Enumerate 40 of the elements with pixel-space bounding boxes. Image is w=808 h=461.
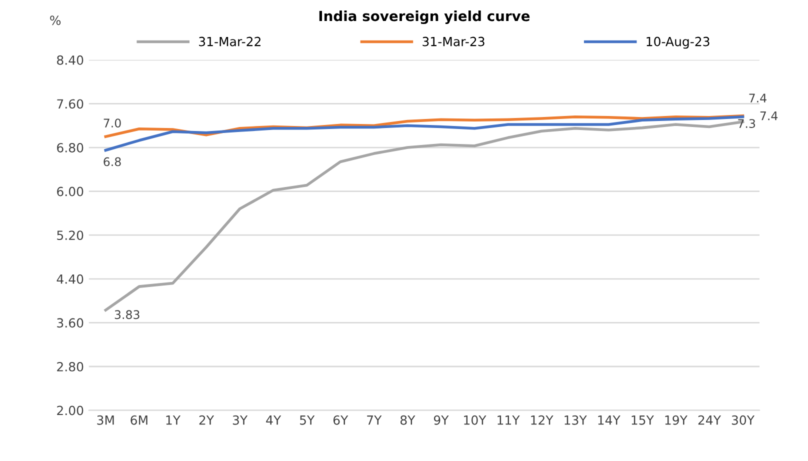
legend-label: 31-Mar-23 bbox=[422, 36, 484, 46]
y-tick-label: 2.00 bbox=[57, 406, 84, 416]
y-tick-label: 5.20 bbox=[57, 230, 84, 240]
x-tick-label: 5Y bbox=[300, 416, 315, 425]
x-tick-label: 6Y bbox=[333, 415, 348, 425]
y-tick-label: 2.80 bbox=[57, 362, 84, 372]
y-tick-label: 8.40 bbox=[57, 55, 84, 65]
x-tick-label: 3Y bbox=[232, 415, 248, 425]
x-tick-label: 7Y bbox=[367, 416, 382, 425]
y-axis-title: % bbox=[50, 16, 61, 26]
x-tick-label: 4Y bbox=[266, 416, 282, 425]
x-tick-label: 2Y bbox=[199, 415, 214, 425]
chart-title: India sovereign yield curve bbox=[319, 10, 530, 24]
data-label: 7.0 bbox=[104, 118, 121, 128]
y-tick-label: 6.80 bbox=[57, 142, 84, 152]
x-tick-label: 12Y bbox=[531, 415, 554, 425]
data-label: 7.4 bbox=[749, 94, 766, 102]
y-tick-label: 3.60 bbox=[57, 318, 84, 328]
data-label: 6.8 bbox=[104, 157, 121, 166]
x-tick-label: 30Y bbox=[732, 415, 755, 425]
x-tick-label: 10Y bbox=[464, 415, 486, 425]
x-tick-label: 9Y bbox=[434, 415, 449, 425]
x-tick-label: 6M bbox=[130, 415, 148, 425]
x-tick-label: 1Y bbox=[166, 416, 181, 425]
data-label: 3.83 bbox=[114, 310, 140, 320]
x-tick-label: 3M bbox=[97, 415, 114, 425]
x-tick-label: 11Y bbox=[498, 416, 520, 425]
x-tick-label: 13Y bbox=[564, 415, 587, 425]
x-tick-label: 14Y bbox=[598, 416, 620, 425]
x-tick-label: 19Y bbox=[665, 415, 688, 425]
x-tick-label: 24Y bbox=[698, 415, 722, 425]
data-label: 7.3 bbox=[738, 119, 756, 128]
y-tick-label: 7.60 bbox=[57, 99, 84, 109]
data-label: 7.4 bbox=[760, 112, 778, 120]
x-tick-label: 8Y bbox=[400, 415, 416, 425]
y-tick-label: 6.00 bbox=[57, 186, 84, 196]
y-tick-label: 4.40 bbox=[56, 274, 84, 284]
x-tick-label: 15Y bbox=[632, 416, 654, 425]
legend-label: 31-Mar-22 bbox=[199, 36, 260, 46]
legend-label: 10-Aug-23 bbox=[646, 36, 710, 49]
